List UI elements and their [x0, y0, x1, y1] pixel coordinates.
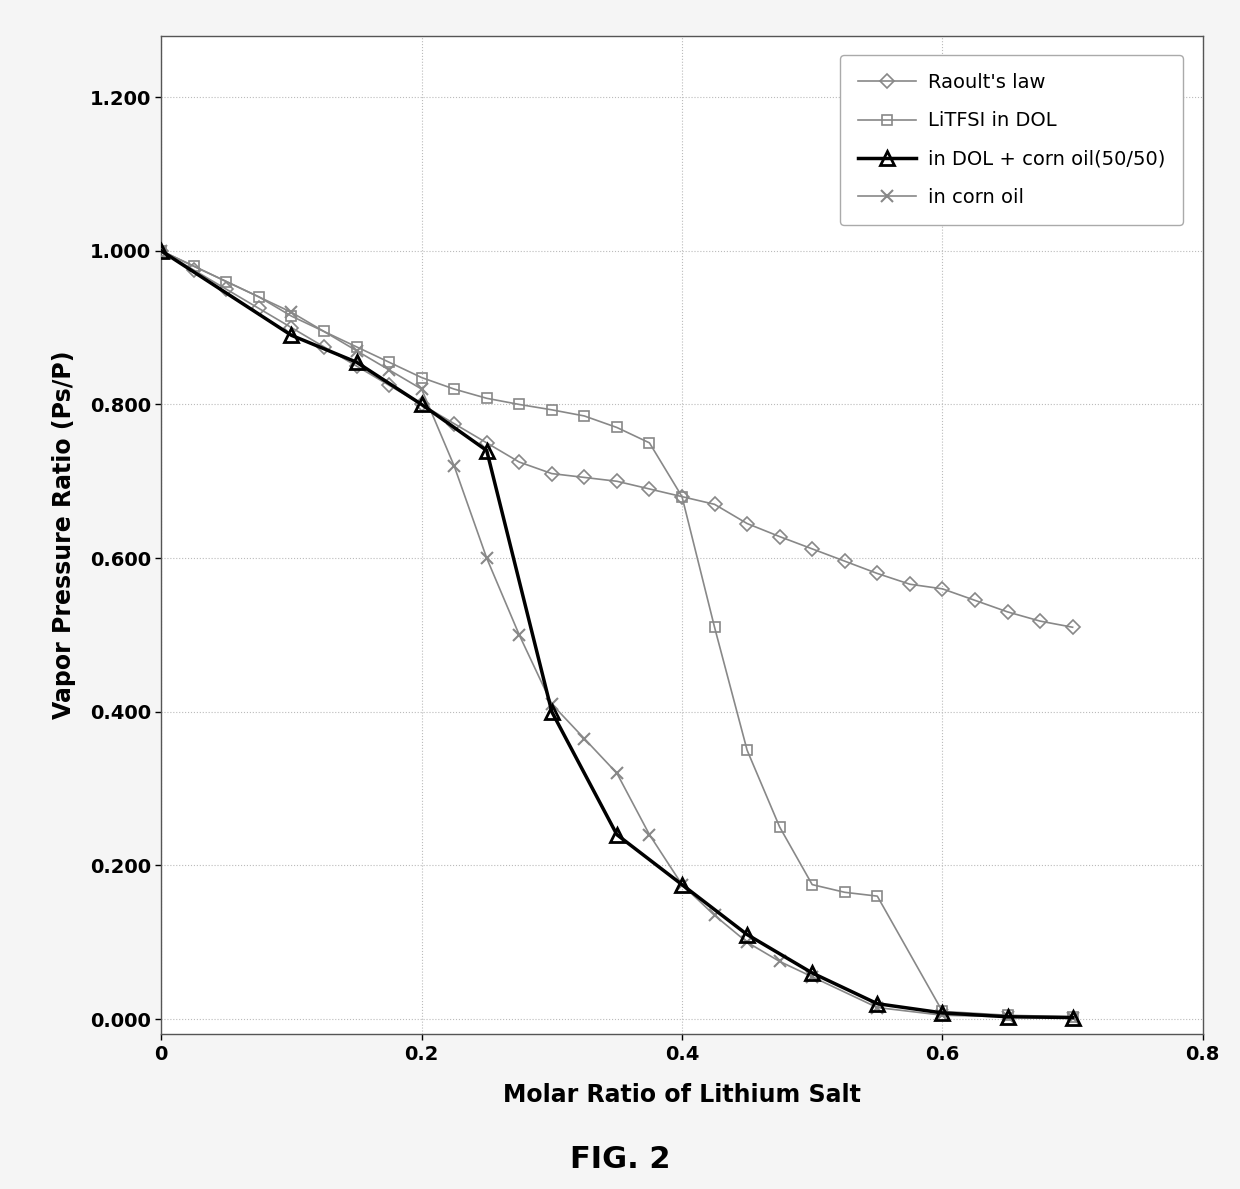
in corn oil: [577, 731, 591, 746]
LiTFSI in DOL: [1065, 1009, 1080, 1024]
LiTFSI in DOL: [316, 325, 331, 339]
in DOL + corn oil(50/50): [479, 443, 494, 458]
in corn oil: [544, 697, 559, 711]
Raoult's law: [642, 482, 657, 496]
in DOL + corn oil(50/50): [935, 1006, 950, 1020]
Raoult's law: [544, 466, 559, 480]
Raoult's law: [252, 301, 267, 315]
LiTFSI in DOL: [1001, 1008, 1016, 1023]
Line: in DOL + corn oil(50/50): in DOL + corn oil(50/50): [154, 244, 1080, 1025]
Raoult's law: [479, 435, 494, 449]
Raoult's law: [218, 282, 233, 296]
Raoult's law: [1033, 614, 1048, 628]
in corn oil: [870, 1000, 885, 1014]
in corn oil: [642, 828, 657, 842]
in corn oil: [446, 459, 461, 473]
LiTFSI in DOL: [739, 743, 754, 757]
Raoult's law: [446, 416, 461, 430]
in DOL + corn oil(50/50): [1065, 1011, 1080, 1025]
in corn oil: [739, 935, 754, 949]
Text: FIG. 2: FIG. 2: [569, 1145, 671, 1174]
in corn oil: [805, 970, 820, 984]
in DOL + corn oil(50/50): [675, 877, 689, 892]
in corn oil: [154, 244, 169, 258]
Raoult's law: [675, 490, 689, 504]
Raoult's law: [414, 397, 429, 411]
in DOL + corn oil(50/50): [154, 244, 169, 258]
LiTFSI in DOL: [186, 259, 201, 273]
LiTFSI in DOL: [218, 275, 233, 289]
Raoult's law: [316, 340, 331, 354]
Raoult's law: [186, 263, 201, 277]
in corn oil: [1065, 1011, 1080, 1025]
LiTFSI in DOL: [675, 490, 689, 504]
in DOL + corn oil(50/50): [1001, 1009, 1016, 1024]
Raoult's law: [577, 471, 591, 485]
in corn oil: [350, 344, 365, 358]
Raoult's law: [870, 566, 885, 580]
in DOL + corn oil(50/50): [414, 397, 429, 411]
Raoult's law: [773, 529, 787, 543]
in DOL + corn oil(50/50): [610, 828, 624, 842]
in corn oil: [935, 1008, 950, 1023]
Raoult's law: [1001, 605, 1016, 619]
in DOL + corn oil(50/50): [805, 965, 820, 980]
in DOL + corn oil(50/50): [284, 328, 299, 342]
Raoult's law: [837, 554, 852, 568]
in DOL + corn oil(50/50): [870, 996, 885, 1011]
LiTFSI in DOL: [610, 421, 624, 435]
LiTFSI in DOL: [544, 403, 559, 417]
X-axis label: Molar Ratio of Lithium Salt: Molar Ratio of Lithium Salt: [503, 1083, 861, 1107]
LiTFSI in DOL: [479, 391, 494, 405]
in corn oil: [707, 908, 722, 923]
in corn oil: [284, 306, 299, 320]
Raoult's law: [739, 516, 754, 530]
in corn oil: [414, 382, 429, 396]
LiTFSI in DOL: [837, 885, 852, 899]
LiTFSI in DOL: [642, 435, 657, 449]
Raoult's law: [903, 577, 918, 591]
LiTFSI in DOL: [935, 1005, 950, 1019]
Raoult's law: [284, 321, 299, 335]
Legend: Raoult's law, LiTFSI in DOL, in DOL + corn oil(50/50), in corn oil: Raoult's law, LiTFSI in DOL, in DOL + co…: [841, 56, 1183, 225]
Raoult's law: [967, 593, 982, 608]
LiTFSI in DOL: [773, 820, 787, 835]
LiTFSI in DOL: [350, 340, 365, 354]
Raoult's law: [350, 359, 365, 373]
LiTFSI in DOL: [154, 244, 169, 258]
Raoult's law: [935, 581, 950, 596]
in corn oil: [1001, 1009, 1016, 1024]
Raoult's law: [512, 455, 527, 470]
Raoult's law: [154, 244, 169, 258]
in corn oil: [512, 628, 527, 642]
LiTFSI in DOL: [870, 889, 885, 904]
Line: in corn oil: in corn oil: [155, 245, 1079, 1024]
in DOL + corn oil(50/50): [544, 705, 559, 719]
Raoult's law: [805, 542, 820, 556]
LiTFSI in DOL: [512, 397, 527, 411]
in DOL + corn oil(50/50): [739, 927, 754, 942]
in corn oil: [382, 363, 397, 377]
LiTFSI in DOL: [382, 356, 397, 370]
LiTFSI in DOL: [252, 290, 267, 304]
Raoult's law: [610, 474, 624, 489]
LiTFSI in DOL: [414, 371, 429, 385]
LiTFSI in DOL: [577, 409, 591, 423]
Line: Raoult's law: Raoult's law: [156, 246, 1078, 633]
in corn oil: [479, 551, 494, 565]
LiTFSI in DOL: [707, 621, 722, 635]
Line: LiTFSI in DOL: LiTFSI in DOL: [156, 246, 1078, 1021]
Raoult's law: [1065, 621, 1080, 635]
in corn oil: [773, 955, 787, 969]
LiTFSI in DOL: [284, 309, 299, 323]
in DOL + corn oil(50/50): [350, 356, 365, 370]
Raoult's law: [382, 378, 397, 392]
in corn oil: [610, 766, 624, 780]
LiTFSI in DOL: [446, 382, 461, 396]
in corn oil: [675, 877, 689, 892]
Y-axis label: Vapor Pressure Ratio (Ps/P): Vapor Pressure Ratio (Ps/P): [52, 351, 76, 719]
LiTFSI in DOL: [805, 877, 820, 892]
Raoult's law: [707, 497, 722, 511]
